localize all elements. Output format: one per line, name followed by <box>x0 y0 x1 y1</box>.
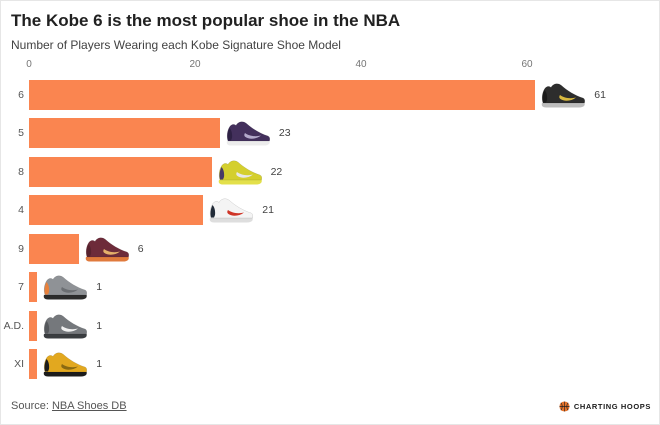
x-axis-tick: 20 <box>189 59 201 71</box>
chart-footer: Source: NBA Shoes DB CHARTING HOOPS <box>11 400 651 412</box>
kobe-11-gold-black-shoe <box>44 352 88 377</box>
kobe-5-purple-shoe <box>226 121 270 146</box>
bar-row: 6 61 <box>1 75 659 114</box>
kobe-8-volt-purple-shoe <box>218 160 262 185</box>
value-label: 61 <box>594 88 606 101</box>
category-label: 6 <box>18 88 24 101</box>
category-label: 4 <box>18 204 24 217</box>
kobe-ad-grey-shoe <box>44 314 88 339</box>
bar <box>29 195 204 226</box>
bar-row: 7 1 <box>1 268 659 307</box>
category-label: XI <box>14 358 24 371</box>
bar <box>29 79 536 110</box>
bar-row: 8 22 <box>1 152 659 191</box>
category-label: 8 <box>18 165 24 178</box>
value-label: 23 <box>278 127 291 140</box>
category-label: A.D. <box>3 319 24 332</box>
category-label: 9 <box>18 242 24 255</box>
bar-row: XI 1 <box>1 345 659 384</box>
bar <box>29 349 38 380</box>
value-label: 6 <box>137 242 144 255</box>
x-axis: 0 20 40 60 <box>1 59 659 72</box>
brand-name: CHARTING HOOPS <box>573 401 651 411</box>
page-title: The Kobe 6 is the most popular shoe in t… <box>11 11 401 30</box>
source-text: Source: NBA Shoes DB <box>11 400 127 412</box>
brand-logo: CHARTING HOOPS <box>559 400 651 412</box>
kobe-4-white-red-shoe <box>210 198 254 223</box>
value-label: 1 <box>96 281 103 294</box>
bar-row: 5 23 <box>1 114 659 153</box>
bar-row: 4 21 <box>1 191 659 230</box>
value-label: 22 <box>270 165 283 178</box>
bar-rows: 6 61 5 23 8 <box>1 75 659 383</box>
bar <box>29 233 79 264</box>
bar <box>29 272 38 303</box>
x-axis-tick: 0 <box>26 59 32 71</box>
source-link[interactable]: NBA Shoes DB <box>51 400 127 412</box>
kobe-9-maroon-shoe <box>85 237 129 262</box>
kobe-7-grey-orange-shoe <box>44 275 88 300</box>
category-label: 5 <box>18 127 24 140</box>
page-subtitle: Number of Players Wearing each Kobe Sign… <box>11 38 341 53</box>
source-prefix: Source: <box>11 400 49 412</box>
chart-header: The Kobe 6 is the most popular shoe in t… <box>1 1 659 53</box>
kobe-6-black-gold-shoe <box>542 83 586 108</box>
x-axis-tick: 60 <box>521 59 533 71</box>
value-label: 1 <box>96 319 103 332</box>
x-axis-tick: 40 <box>355 59 367 71</box>
bar <box>29 118 220 149</box>
bar <box>29 310 38 341</box>
bar-row: A.D. 1 <box>1 306 659 345</box>
basketball-icon <box>559 400 570 412</box>
bar <box>29 156 212 187</box>
category-label: 7 <box>18 281 24 294</box>
value-label: 1 <box>96 358 103 371</box>
bar-row: 9 6 <box>1 229 659 268</box>
value-label: 21 <box>262 204 274 217</box>
